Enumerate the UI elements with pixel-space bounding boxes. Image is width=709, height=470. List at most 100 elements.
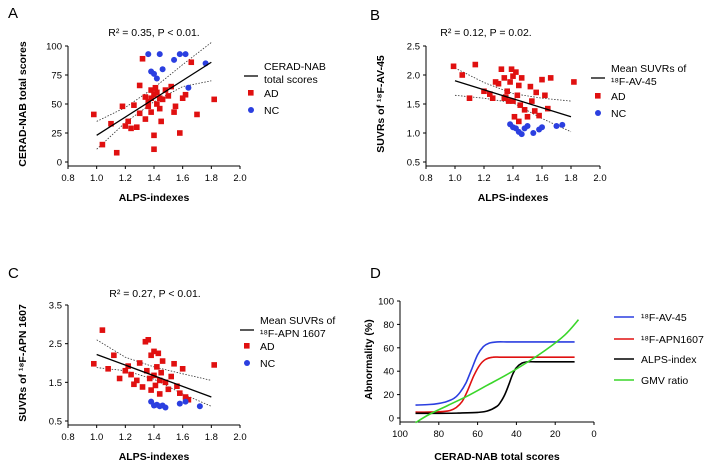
ad-point	[172, 103, 179, 110]
ad-point	[182, 91, 189, 98]
series-line	[415, 356, 575, 413]
y-tick-label: 1.5	[407, 100, 420, 111]
ad-point	[177, 130, 183, 136]
nc-point	[518, 131, 525, 138]
y-tick-label: 75	[51, 71, 62, 82]
panel-label: B	[370, 7, 380, 24]
legend-line-label: total scores	[264, 74, 318, 86]
ad-point	[516, 82, 522, 89]
legend-line-label: ¹⁸F-AV-45	[611, 76, 657, 88]
ad-point	[111, 352, 117, 359]
ad-point	[146, 375, 153, 382]
ad-point	[516, 118, 522, 125]
ad-point	[179, 366, 186, 372]
ad-point	[151, 146, 157, 153]
regression-line	[96, 353, 212, 398]
x-axis-label: ALPS-indexes	[478, 192, 549, 204]
nc-point	[524, 123, 531, 130]
x-axis-label: ALPS-indexes	[119, 451, 190, 463]
legend: ¹⁸F-AV-45 ¹⁸F-APN1607 ALPS-index GMV ratio	[614, 312, 704, 387]
ad-point	[154, 364, 160, 370]
legend-nc-label: NC	[264, 105, 280, 117]
x-tick-label: 1.0	[448, 173, 461, 184]
legend-ad-label: AD	[611, 91, 626, 103]
ad-point	[547, 75, 554, 81]
ad-point	[168, 373, 174, 380]
ad-point	[148, 387, 154, 393]
nc-point	[182, 398, 189, 405]
ad-point	[508, 66, 515, 72]
y-tick-label: 80	[383, 320, 394, 331]
ad-point	[139, 55, 146, 62]
ad-point	[119, 103, 126, 110]
ad-point	[99, 141, 106, 148]
ad-point	[517, 102, 524, 108]
ci-lower-band	[96, 367, 212, 407]
ad-point	[108, 120, 114, 127]
x-tick-label: 2.0	[233, 432, 246, 443]
y-tick-label: 2.5	[407, 42, 420, 53]
ad-point	[159, 96, 166, 103]
y-tick-label: 2.5	[49, 339, 62, 350]
ad-point	[489, 95, 496, 101]
ad-point	[162, 87, 169, 93]
x-tick-label: 0.8	[61, 173, 74, 184]
y-tick-label: 1.5	[49, 378, 62, 389]
ad-point	[113, 149, 120, 156]
nc-point	[151, 70, 157, 77]
ad-point	[182, 394, 189, 400]
ad-point	[136, 82, 143, 89]
ad-point	[177, 390, 183, 396]
nc-point	[539, 124, 545, 131]
ad-point	[145, 337, 152, 343]
y-tick-label: 2.0	[407, 71, 420, 82]
y-tick-label: 20	[383, 390, 394, 401]
x-tick-label: 1.0	[90, 173, 103, 184]
panel-label: C	[8, 265, 19, 282]
ad-point	[527, 83, 534, 90]
legend-line-label: CERAD-NAB	[264, 61, 326, 73]
x-tick-label: 1.6	[176, 173, 189, 184]
nc-point	[196, 403, 203, 410]
y-tick-label: 3.5	[49, 301, 62, 312]
x-tick-label: 1.4	[506, 173, 519, 184]
regression-line	[96, 61, 212, 136]
ad-point	[533, 89, 539, 96]
y-tick-label: 0	[57, 158, 62, 169]
ad-point	[542, 92, 548, 99]
ad-point	[152, 84, 159, 91]
ad-point	[510, 73, 516, 79]
nc-point	[145, 51, 152, 58]
ad-point	[131, 102, 137, 108]
legend-ad-symbol	[244, 343, 250, 349]
ad-point	[481, 88, 487, 95]
ad-point	[514, 92, 521, 99]
ad-point	[154, 101, 160, 107]
y-tick-label: 25	[51, 129, 62, 140]
ad-point	[171, 360, 177, 367]
ad-point	[148, 109, 154, 115]
ad-point	[211, 362, 217, 368]
y-tick-label: 0.5	[407, 158, 420, 169]
nc-point	[530, 130, 537, 136]
ad-point	[134, 377, 140, 384]
ad-point	[158, 118, 164, 125]
ci-lower-band	[454, 94, 572, 133]
nc-point	[171, 56, 178, 63]
ad-point	[168, 83, 174, 90]
x-tick-label: 1.6	[535, 173, 548, 184]
ad-point	[156, 105, 163, 112]
x-tick-label: 1.8	[205, 432, 218, 443]
x-tick-label: 2.0	[593, 173, 606, 184]
y-tick-label: 100	[378, 297, 394, 308]
nc-point	[176, 51, 183, 58]
ad-point	[165, 386, 172, 393]
legend-label: GMV ratio	[641, 375, 688, 387]
x-axis-label: CERAD-NAB total scores	[434, 451, 560, 463]
nc-point	[156, 51, 163, 58]
ad-point	[507, 79, 513, 85]
ad-point	[511, 113, 518, 120]
ad-point	[501, 75, 508, 81]
ad-point	[539, 76, 545, 83]
